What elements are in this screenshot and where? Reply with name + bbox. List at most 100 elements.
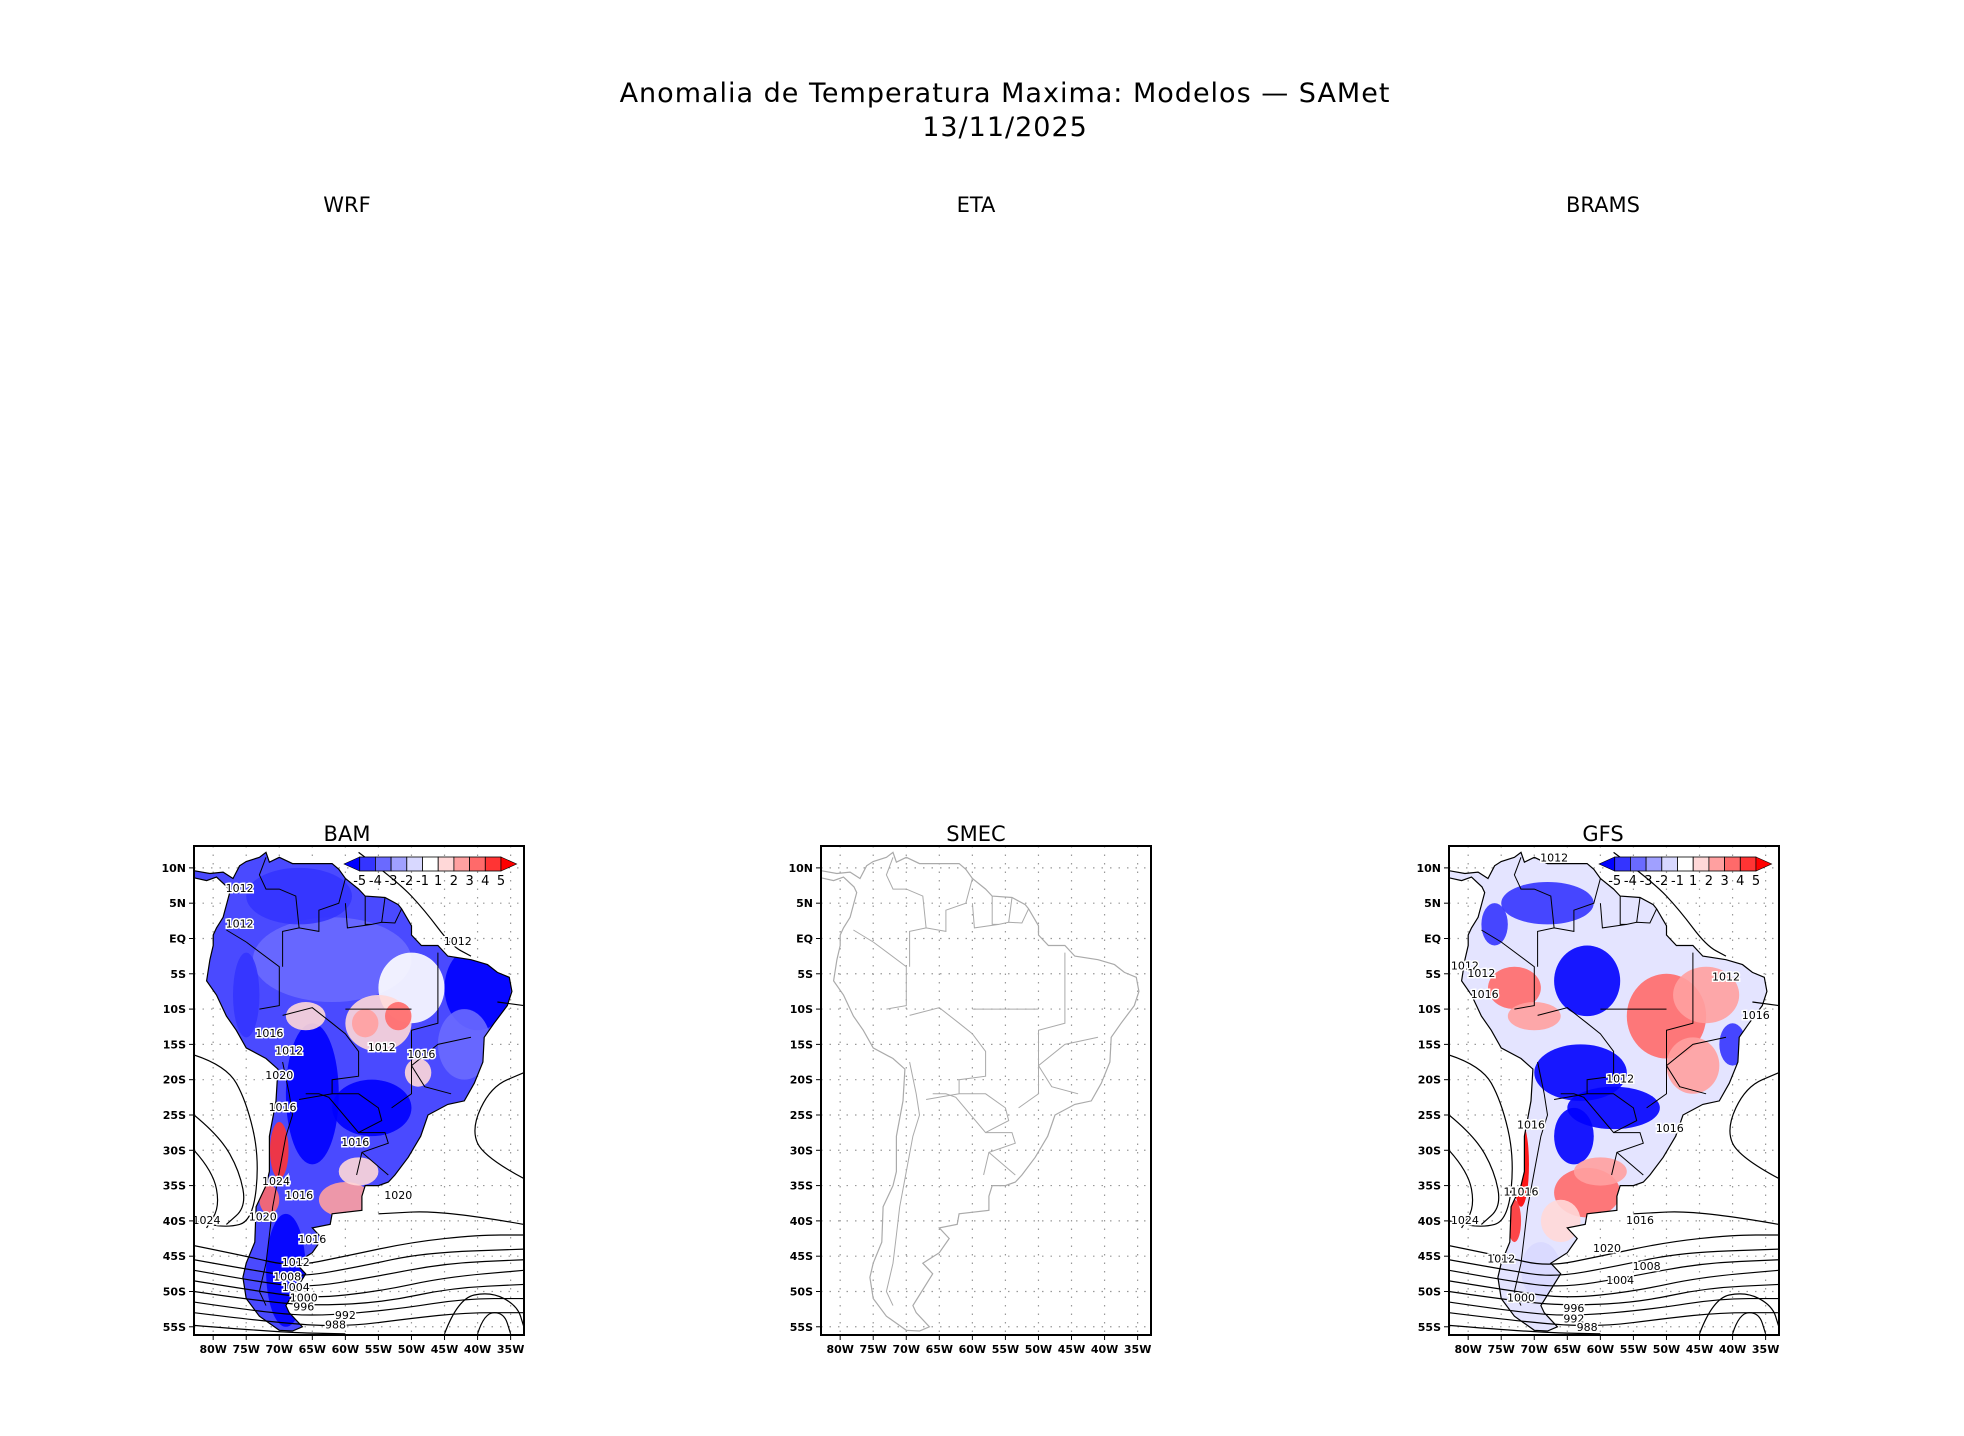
lon-tick-label: 55W [1620,1343,1647,1356]
country-border [381,897,386,923]
isobar-contour [1449,1149,1474,1229]
colorbar-arrow-high [500,856,518,872]
isobar-label: 1016 [1742,1009,1770,1022]
colorbar-label: 2 [1705,874,1713,889]
lon-tick-label: 65W [926,1343,953,1356]
anomaly-region [1719,1023,1746,1066]
isobar-contour [194,1234,524,1265]
colorbar-label: -2 [1655,874,1668,889]
colorbar-label: 2 [450,874,458,889]
lon-tick-label: 65W [299,1343,326,1356]
isobar-contour [194,1324,346,1335]
isobar-label: 1016 [255,1027,283,1040]
anomaly-region [1573,1157,1627,1186]
isobar-contour [194,1297,524,1316]
isobar-label: 1012 [1540,852,1568,865]
anomaly-region [1487,966,1541,1010]
isobar-label: 1016 [298,1233,326,1246]
anomaly-region [1666,1037,1720,1094]
anomaly-region [351,1009,379,1038]
country-border [926,1093,1010,1134]
lon-tick-label: 60W [332,1343,359,1356]
lat-tick-label: 40S [1418,1215,1441,1228]
country-border [361,1152,389,1176]
isobar-label: 988 [325,1318,346,1331]
isobar-contour [194,1248,524,1276]
isobar-label: 1012 [282,1256,310,1269]
lon-tick-label: 80W [199,1343,226,1356]
isobar-label: 1004 [1606,1274,1634,1287]
colorbar-swatch [1739,856,1757,872]
colorbar-swatch [437,856,455,872]
isobar-contour [497,1001,524,1007]
anomaly-region [385,1002,412,1031]
country-border [971,903,1030,929]
colorbar-swatch [359,856,376,872]
country-border [1481,929,1502,943]
isobar-contour [194,1114,245,1225]
lon-tick-label: 55W [992,1343,1019,1356]
colorbar-label: -5 [353,874,366,889]
lat-tick-label: 10N [1416,862,1441,875]
isobar-contour [1449,1297,1779,1316]
colorbar-label: -3 [385,874,398,889]
isobar-contour [194,1259,524,1287]
anomaly-region [1567,1086,1660,1130]
isobar-label: 1012 [1606,1073,1634,1086]
country-border [991,896,999,925]
map-frame [820,845,1152,1336]
country-border [391,952,439,1109]
colorbar-label: -1 [1671,874,1684,889]
lat-tick-label: 5S [170,968,186,981]
panel-title-bam: BAM [323,822,371,846]
isobar-label: 1000 [290,1292,318,1305]
lon-tick-label: 55W [365,1343,392,1356]
lat-tick-label: 25S [1418,1109,1441,1122]
lat-tick-label: 50S [1418,1285,1441,1298]
isobar-contour [1752,1001,1779,1007]
colorbar-swatch [1614,856,1631,872]
anomaly-region [259,1185,280,1214]
country-border [258,857,300,928]
isobar-contour [1449,1312,1779,1327]
lat-tick-label: 15S [163,1038,186,1051]
lon-tick-label: 35W [1752,1343,1779,1356]
colorbar-swatch [390,856,408,872]
isobar-label: 1012 [444,935,472,948]
colorbar-swatch [484,856,502,872]
country-border [245,941,280,1010]
lat-tick-label: 10N [788,862,813,875]
map-frame [193,845,525,1336]
country-border [1646,952,1694,1109]
country-border [988,1152,1016,1176]
anomaly-region [285,1002,326,1031]
country-border [1665,1036,1727,1095]
lon-tick-label: 50W [398,1343,425,1356]
country-border [1500,941,1535,1010]
lat-tick-label: 55S [163,1321,186,1334]
country-border [909,1007,987,1094]
panel-title-eta: ETA [956,193,996,217]
colorbar-label: 5 [497,874,505,889]
colorbar-label: -5 [1608,874,1621,889]
lon-tick-label: 45W [431,1343,458,1356]
lon-tick-label: 45W [1686,1343,1713,1356]
isobar-label: 992 [1563,1313,1584,1326]
lat-tick-label: 5N [169,897,186,910]
lat-tick-label: 55S [1418,1321,1441,1334]
isobar-label: 1008 [273,1270,301,1283]
isobar-label: 11016 [1504,1186,1539,1199]
isobar-contour [1449,1259,1779,1287]
lon-tick-label: 80W [826,1343,853,1356]
lat-tick-label: 40S [790,1215,813,1228]
isobar-label: 1012 [368,1041,396,1054]
lat-tick-label: 30S [163,1144,186,1157]
lat-tick-label: 5N [1424,897,1441,910]
lat-tick-label: 40S [163,1215,186,1228]
country-border [410,1036,472,1095]
isobar-label: 1012 [1712,970,1740,983]
lon-tick-label: 45W [1058,1343,1085,1356]
lat-tick-label: 5S [797,968,813,981]
isobar-label: 1020 [265,1069,293,1082]
